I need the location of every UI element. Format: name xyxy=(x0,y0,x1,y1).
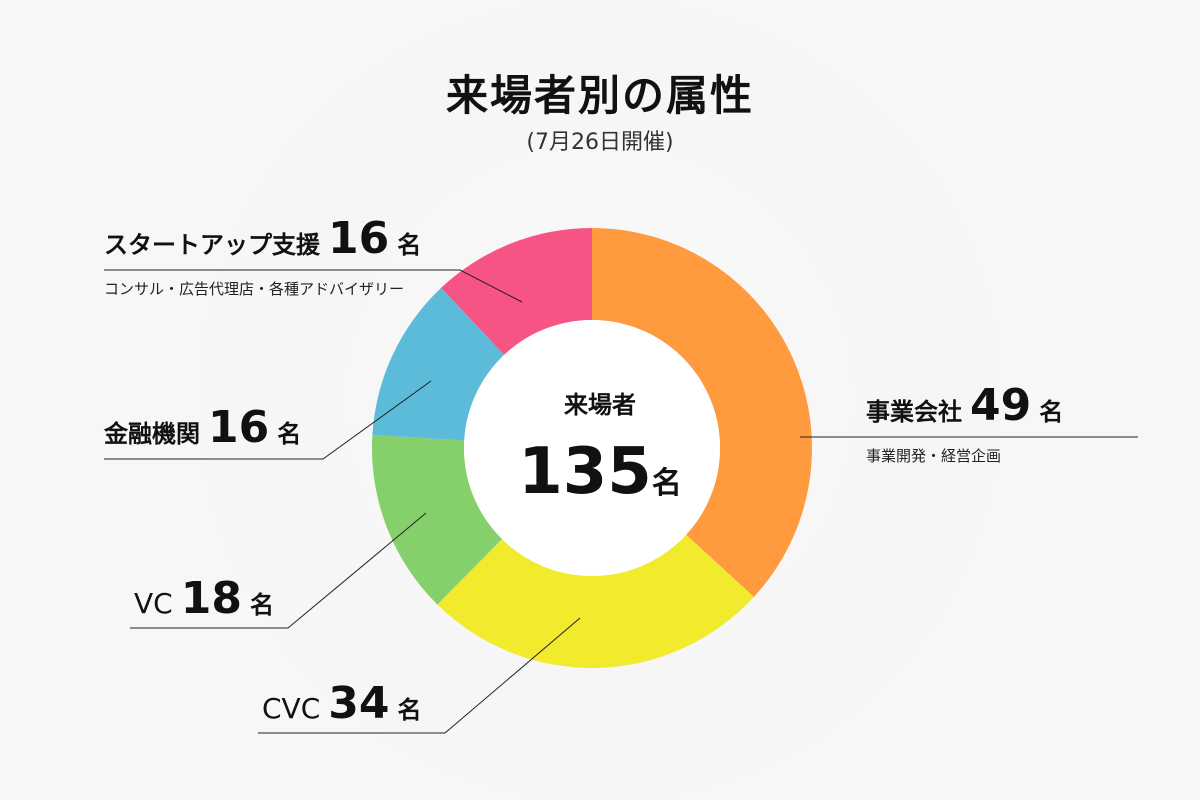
leader-line-kinyu xyxy=(104,380,432,460)
label-startup-name: スタートアップ支援 xyxy=(104,231,320,259)
label-kinyu: 金融機関 16 名 xyxy=(104,402,301,453)
label-startup-unit: 名 xyxy=(397,231,422,259)
center-total: 135名 xyxy=(500,435,700,509)
label-startup-desc: コンサル・広告代理店・各種アドバイザリー xyxy=(104,280,405,298)
donut-hole xyxy=(464,320,720,576)
label-startup: スタートアップ支援 16 名 コンサル・広告代理店・各種アドバイザリー xyxy=(104,213,421,299)
label-startup-count: 16 xyxy=(328,213,390,264)
label-jigyo-desc: 事業開発・経営企画 xyxy=(866,447,1002,465)
label-kinyu-name: 金融機関 xyxy=(104,420,200,448)
donut-slice-3 xyxy=(372,287,505,441)
leader-lines xyxy=(104,269,1138,734)
label-cvc-unit: 名 xyxy=(397,696,422,724)
label-jigyo-count: 49 xyxy=(970,380,1032,431)
label-jigyo-unit: 名 xyxy=(1039,398,1064,426)
donut-slice-1 xyxy=(437,534,754,668)
label-vc-count: 18 xyxy=(180,573,242,624)
label-kinyu-count: 16 xyxy=(208,402,270,453)
label-cvc: CVC 34 名 xyxy=(262,678,422,729)
donut-slice-2 xyxy=(372,435,503,605)
chart-subtitle: (7月26日開催) xyxy=(526,130,674,155)
label-cvc-name: CVC xyxy=(262,692,321,725)
label-jigyo-name: 事業会社 xyxy=(866,398,962,426)
leader-line-startup xyxy=(104,269,523,303)
donut-slices xyxy=(372,228,812,668)
chart-title: 来場者別の属性 xyxy=(445,71,754,120)
label-jigyo: 事業会社 49 名 事業開発・経営企画 xyxy=(866,380,1063,466)
center-label: 来場者 xyxy=(564,391,636,419)
label-vc-unit: 名 xyxy=(249,591,274,619)
label-vc: VC 18 名 xyxy=(134,573,274,624)
label-kinyu-unit: 名 xyxy=(277,420,302,448)
label-cvc-count: 34 xyxy=(328,678,390,729)
donut-slice-4 xyxy=(441,228,592,355)
label-vc-name: VC xyxy=(134,587,173,620)
leader-line-cvc xyxy=(258,617,581,734)
leader-line-vc xyxy=(130,512,427,629)
center-total-value: 135 xyxy=(518,435,652,509)
center-total-unit: 名 xyxy=(651,466,682,501)
donut-slice-0 xyxy=(592,228,812,598)
